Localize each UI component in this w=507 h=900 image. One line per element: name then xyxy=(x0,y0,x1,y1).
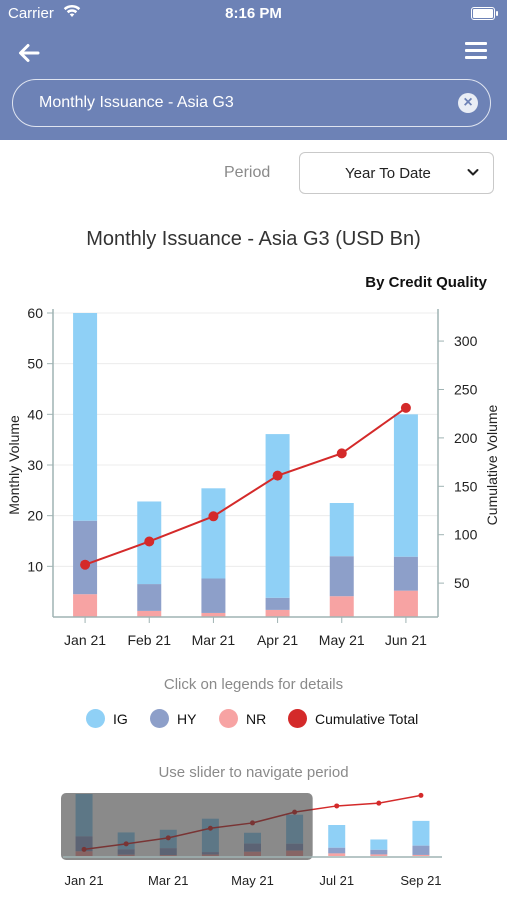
legend-swatch-cumulative-total xyxy=(288,709,307,728)
bar-nr xyxy=(393,590,418,617)
bar-ig xyxy=(393,414,418,557)
y-axis-title: Monthly Volume xyxy=(6,415,22,515)
carrier-label: Carrier xyxy=(8,5,54,22)
legend-label-nr: NR xyxy=(246,711,267,727)
y-tick-label: 10 xyxy=(27,558,43,574)
nav-bar-nr xyxy=(412,854,430,856)
chevron-down-icon xyxy=(467,169,479,176)
bar-nr xyxy=(201,612,226,617)
nav-tick-label: Jan 21 xyxy=(65,873,104,888)
nav-bar-ig xyxy=(328,825,346,848)
y2-tick-label: 100 xyxy=(454,527,478,543)
bar-nr xyxy=(137,610,162,617)
bar-nr xyxy=(265,609,290,617)
bar-hy xyxy=(201,578,226,613)
cumulative-point xyxy=(208,511,219,522)
legend-swatch-ig xyxy=(86,709,105,728)
x-tick-label: Jun 21 xyxy=(385,632,427,648)
x-tick-label: May 21 xyxy=(319,632,365,648)
nav-tick-label: Mar 21 xyxy=(148,873,188,888)
cumulative-point xyxy=(144,536,155,547)
y-tick-label: 40 xyxy=(27,406,43,422)
bar-hy xyxy=(393,556,418,591)
x-tick-label: Feb 21 xyxy=(127,632,171,648)
y-tick-label: 50 xyxy=(27,356,43,372)
nav-cumulative-point xyxy=(418,792,424,798)
y2-axis-title: Cumulative Volume xyxy=(484,404,500,525)
nav-tick-label: May 21 xyxy=(231,873,274,888)
period-dropdown[interactable]: Year To Date xyxy=(299,152,494,194)
clear-search-icon[interactable]: × xyxy=(458,93,478,113)
bar-hy xyxy=(329,556,354,597)
navigator-window[interactable] xyxy=(61,793,313,860)
legend-label-cumulative-total: Cumulative Total xyxy=(315,711,419,727)
bar-nr xyxy=(73,594,98,617)
nav-cumulative-point xyxy=(376,800,382,806)
bar-ig xyxy=(329,503,354,557)
main-chart: 10 20 30 40 50 60 50 100 150 200 250 300 Jan 21 Feb 2… xyxy=(6,305,500,648)
nav-bar-nr xyxy=(370,854,388,856)
status-bar: Carrier 8:16 PM xyxy=(0,4,507,24)
clock: 8:16 PM xyxy=(225,5,282,22)
y2-tick-label: 50 xyxy=(454,575,470,591)
chart-legend: IG HY NR Cumulative Total xyxy=(0,708,507,730)
slider-hint: Use slider to navigate period xyxy=(158,764,349,781)
nav-bar-ig xyxy=(370,839,388,850)
cumulative-point xyxy=(336,448,347,459)
legend-swatch-nr xyxy=(219,709,238,728)
y2-tick-label: 300 xyxy=(454,333,478,349)
nav-bar-hy xyxy=(370,849,388,855)
chart-title: Monthly Issuance - Asia G3 (USD Bn) xyxy=(86,228,421,250)
nav-cumulative-point xyxy=(334,803,340,809)
x-tick-label: Jan 21 xyxy=(64,632,106,648)
bar-ig xyxy=(201,488,226,579)
bar-hy xyxy=(73,520,98,595)
nav-tick-label: Jul 21 xyxy=(319,873,354,888)
period-label: Period xyxy=(224,164,271,181)
bar-ig xyxy=(265,434,290,598)
y-tick-label: 30 xyxy=(27,457,43,473)
arrow-left-icon xyxy=(19,44,40,62)
hamburger-menu-button[interactable] xyxy=(465,42,487,62)
cumulative-line xyxy=(84,407,407,566)
bar-nr xyxy=(329,596,354,617)
chart-subtitle: By Credit Quality xyxy=(365,274,487,291)
bar-ig xyxy=(73,313,98,521)
cumulative-point xyxy=(400,402,411,413)
navigator-slider[interactable]: Jan 21 Mar 21 May 21 Jul 21 Sep 21 xyxy=(0,788,507,898)
x-tick-label: Apr 21 xyxy=(257,632,298,648)
cumulative-point xyxy=(272,470,283,481)
legend-swatch-hy xyxy=(150,709,169,728)
y2-tick-label: 250 xyxy=(454,381,478,397)
search-input-value[interactable]: Monthly Issuance - Asia G3 xyxy=(39,94,234,111)
legend-label-hy: HY xyxy=(177,711,197,727)
nav-tick-label: Sep 21 xyxy=(400,873,441,888)
y-tick-label: 20 xyxy=(27,508,43,524)
back-button[interactable] xyxy=(14,38,44,68)
nav-bar-ig xyxy=(412,820,430,846)
cumulative-point xyxy=(80,559,91,570)
y-tick-label: 60 xyxy=(27,305,43,321)
bar-hy xyxy=(265,597,290,610)
period-selected-value: Year To Date xyxy=(345,165,431,182)
legend-label-ig: IG xyxy=(113,711,128,727)
y2-tick-label: 150 xyxy=(454,478,478,494)
nav-bar-hy xyxy=(328,847,346,854)
nav-bar-hy xyxy=(412,845,430,855)
wifi-icon xyxy=(63,4,81,22)
bar-hy xyxy=(137,584,162,611)
x-tick-label: Mar 21 xyxy=(192,632,236,648)
battery-icon xyxy=(471,7,498,20)
search-field[interactable]: Monthly Issuance - Asia G3 × xyxy=(12,79,491,127)
app-header: Carrier 8:16 PM Monthly Issuance - Asia … xyxy=(0,0,507,140)
legend-hint: Click on legends for details xyxy=(163,676,344,693)
y2-tick-label: 200 xyxy=(454,430,478,446)
nav-bar-nr xyxy=(328,853,346,856)
